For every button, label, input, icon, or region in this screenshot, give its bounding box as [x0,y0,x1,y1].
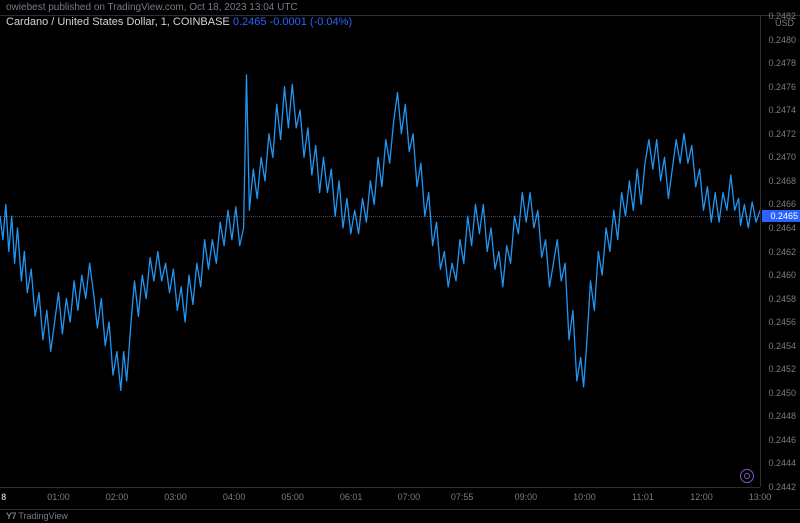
y-tick-label: 0.2474 [768,105,796,115]
y-tick-label: 0.2468 [768,176,796,186]
y-tick-label: 0.2480 [768,35,796,45]
publisher-bar: owiebest published on TradingView.com, O… [0,0,800,16]
y-tick-label: 0.2444 [768,458,796,468]
x-tick-label: 03:00 [164,492,187,502]
y-tick-label: 0.2456 [768,317,796,327]
y-tick-label: 0.2458 [768,294,796,304]
brand-name: TradingView [18,511,68,521]
y-tick-label: 0.2470 [768,152,796,162]
y-tick-label: 0.2464 [768,223,796,233]
y-tick-label: 0.2460 [768,270,796,280]
y-tick-label: 0.2482 [768,11,796,21]
x-tick-label: 07:55 [451,492,474,502]
price-line-chart [0,16,760,487]
current-price-badge: 0.2465 [762,210,800,222]
x-tick-label: 10:00 [573,492,596,502]
symbol-name: Cardano / United States Dollar, 1, COINB… [6,16,230,28]
y-axis: USD 0.24820.24800.24780.24760.24740.2472… [760,16,800,487]
x-tick-label: 06:01 [340,492,363,502]
y-tick-label: 0.2452 [768,364,796,374]
publisher-text: owiebest published on TradingView.com, O… [6,2,298,13]
y-tick-label: 0.2442 [768,482,796,492]
x-tick-label: 01:00 [47,492,70,502]
x-tick-label: 05:00 [281,492,304,502]
x-axis: 8 01:00 02:00 03:00 04:00 05:00 06:01 07:00 07:5… [0,487,760,509]
y-tick-label: 0.2476 [768,82,796,92]
y-tick-label: 0.2450 [768,388,796,398]
x-tick-label: 13:00 [749,492,772,502]
last-price: 0.2465 [233,16,267,28]
x-tick-label: 09:00 [515,492,538,502]
x-tick-label: 8 [1,492,6,502]
y-tick-label: 0.2466 [768,199,796,209]
x-tick-label: 11:01 [632,492,654,502]
x-tick-label: 07:00 [398,492,421,502]
y-tick-label: 0.2472 [768,129,796,139]
target-icon[interactable] [740,469,754,483]
y-tick-label: 0.2462 [768,247,796,257]
chart-area[interactable] [0,16,760,487]
price-change: -0.0001 (-0.04%) [270,16,353,28]
symbol-info: Cardano / United States Dollar, 1, COINB… [6,16,352,28]
x-tick-label: 12:00 [690,492,713,502]
x-tick-label: 04:00 [223,492,246,502]
x-tick-label: 02:00 [106,492,129,502]
tradingview-logo-icon: Y7 [6,511,16,521]
y-tick-label: 0.2448 [768,411,796,421]
y-tick-label: 0.2454 [768,341,796,351]
footer-bar: Y7 TradingView [0,509,800,523]
y-tick-label: 0.2478 [768,58,796,68]
y-tick-label: 0.2446 [768,435,796,445]
